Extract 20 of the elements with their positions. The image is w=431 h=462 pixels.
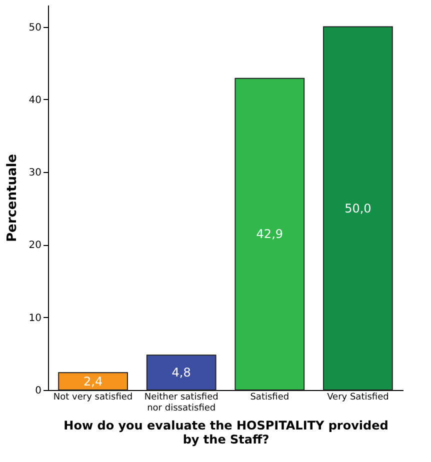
y-tick-label: 30 [28, 168, 42, 179]
x-tick-label: Satisfied [250, 392, 290, 402]
bar [323, 26, 393, 390]
y-tick-label: 50 [28, 22, 42, 34]
y-axis-title: Percentuale [4, 154, 20, 242]
x-tick-label: Not very satisfied [53, 392, 133, 402]
x-axis-title: How do you evaluate the HOSPITALITY provided by the Staff? [64, 418, 388, 446]
x-tick-label: Very Satisfied [327, 392, 389, 402]
bar [58, 372, 128, 390]
y-tick-label: 20 [28, 240, 42, 252]
data-label: 42,9 [256, 227, 284, 242]
y-tick-label: 40 [28, 94, 42, 106]
bar [146, 354, 216, 390]
x-tick-label: Neither satisfied nor dissatisfied [144, 392, 218, 414]
y-tick-label: 0 [35, 386, 42, 396]
data-label: 4,8 [172, 366, 191, 380]
y-tick-label: 10 [28, 312, 42, 324]
data-label: 50,0 [344, 201, 372, 216]
data-label: 2,4 [83, 374, 103, 388]
bar [234, 78, 305, 390]
